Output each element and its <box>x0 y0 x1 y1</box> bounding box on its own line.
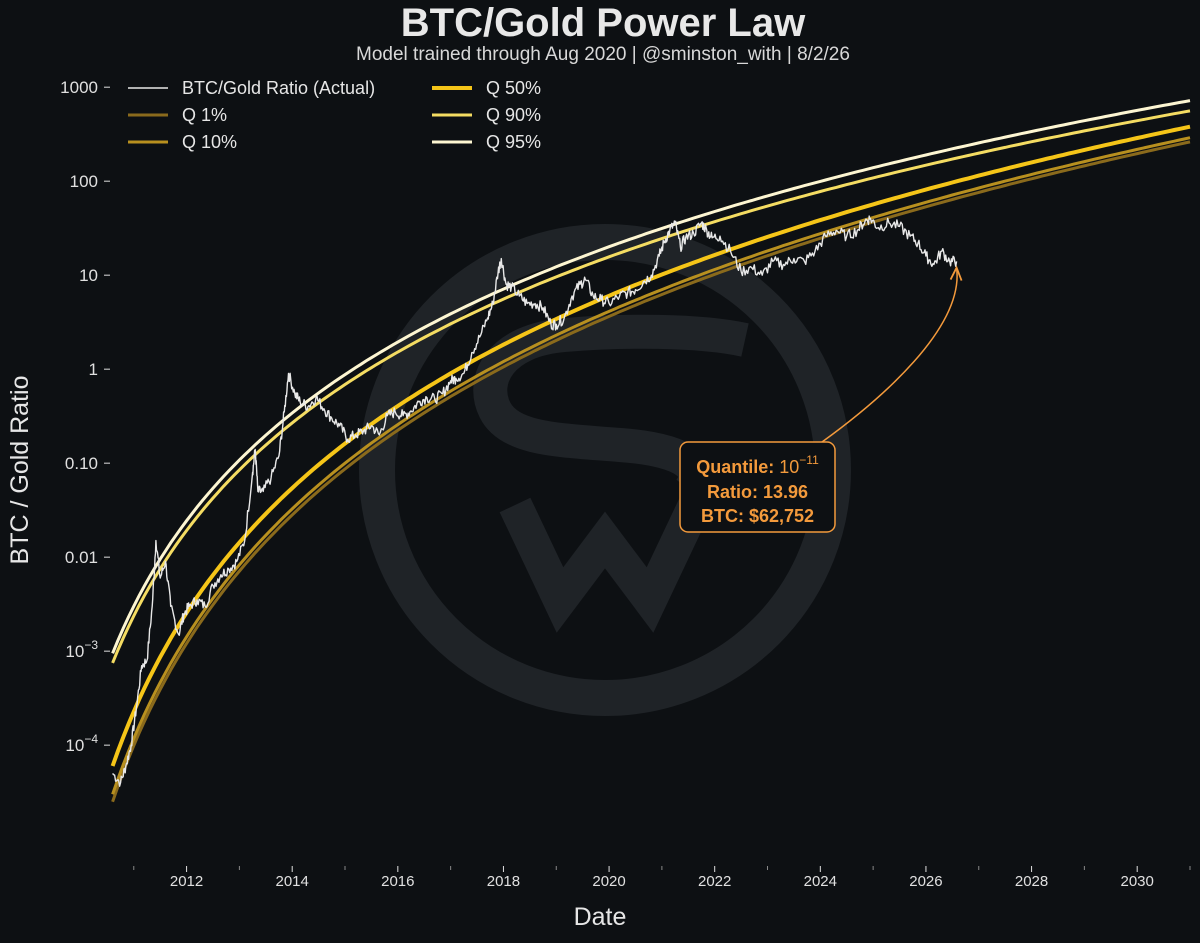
x-tick-label: 2020 <box>592 873 625 890</box>
annotation-arrow <box>821 267 958 443</box>
x-tick-label: 2028 <box>1015 873 1048 890</box>
x-tick-label: 2012 <box>170 873 203 890</box>
y-tick-label: 100 <box>70 172 98 191</box>
x-tick-label: 2024 <box>804 873 837 890</box>
x-axis-title: Date <box>574 903 627 931</box>
x-tick-label: 2018 <box>487 873 520 890</box>
y-tick-label: 10−3 <box>65 638 98 661</box>
annotation-btc: BTC: $62,752 <box>701 506 814 526</box>
quantile-line-1 <box>111 140 1191 803</box>
annotation-ratio: Ratio: 13.96 <box>707 482 808 502</box>
x-tick-label: 2014 <box>276 873 309 890</box>
legend-label: Q 50% <box>486 78 541 98</box>
legend-label: Q 1% <box>182 105 227 125</box>
y-tick-label: 10−4 <box>65 732 98 755</box>
annotation-arrowhead <box>949 265 963 281</box>
chart-subtitle: Model trained through Aug 2020 | @sminst… <box>356 44 850 65</box>
quantile-line-90 <box>111 109 1191 664</box>
legend-label: BTC/Gold Ratio (Actual) <box>182 78 375 98</box>
legend-label: Q 10% <box>182 132 237 152</box>
y-tick-label: 1000 <box>60 78 98 97</box>
chart-title: BTC/Gold Power Law <box>401 1 806 45</box>
watermark-w-mark <box>499 497 711 633</box>
y-tick-label: 1 <box>89 360 98 379</box>
annotation-quantile: Quantile: 10−11 <box>696 453 819 477</box>
x-tick-label: 2016 <box>381 873 414 890</box>
legend-label: Q 95% <box>486 132 541 152</box>
x-axis: 2012 2014 2016 2018 2020 2022 2024 2026 2028 2030 <box>133 866 1191 890</box>
annotation-box <box>679 441 836 533</box>
x-tick-label: 2030 <box>1121 873 1154 890</box>
actual-ratio-line <box>112 215 958 787</box>
y-tick-label: 0.01 <box>65 548 98 567</box>
x-tick-label: 2022 <box>698 873 731 890</box>
legend: BTC/Gold Ratio (Actual) Q 1% Q 10% Q 50% Q 9… <box>128 78 541 152</box>
x-tick-label: 2026 <box>909 873 942 890</box>
y-axis-title: BTC / Gold Ratio <box>6 376 34 565</box>
quantile-line-10 <box>111 136 1191 795</box>
y-tick-label: 0.10 <box>65 454 98 473</box>
legend-label: Q 90% <box>486 105 541 125</box>
quantile-line-50 <box>110 124 1191 767</box>
watermark-s-curve <box>473 314 749 501</box>
y-axis: 1000 100 10 1 0.10 0.01 10−3 10−4 <box>60 78 110 755</box>
annotation: Quantile: 10−11 Ratio: 13.96 BTC: $62,752 <box>679 265 963 533</box>
y-tick-label: 10 <box>79 266 98 285</box>
plot-area <box>110 99 1191 803</box>
quantile-line-95 <box>111 99 1191 654</box>
